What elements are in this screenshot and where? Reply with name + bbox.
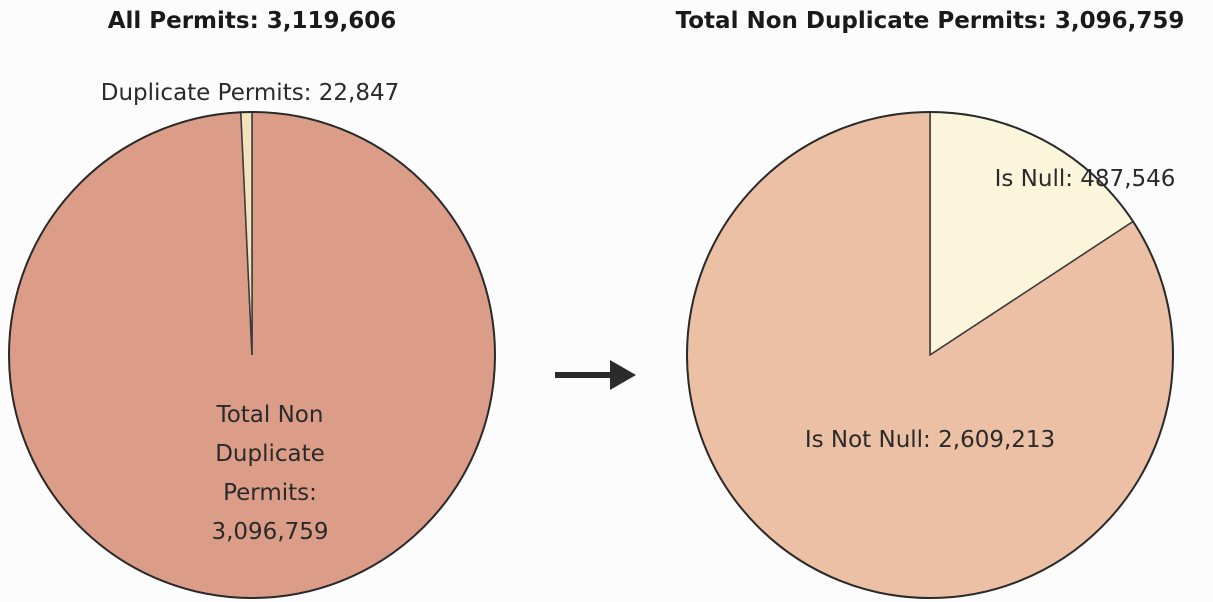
slice-label: Is Not Null: 2,609,213: [805, 421, 1055, 460]
slice-name: Is Not Null:: [804, 427, 931, 453]
chart-title: Total Non Duplicate Permits: 3,096,759: [675, 8, 1185, 34]
pie-outline: [8, 111, 496, 599]
slice-value: 2,609,213: [938, 427, 1056, 453]
chart-title: All Permits: 3,119,606: [107, 8, 397, 34]
slice-value: 3,096,759: [211, 519, 329, 545]
slice-label: Total Non Duplicate Permits: 3,096,759: [169, 396, 372, 552]
pie-outline: [686, 111, 1174, 599]
slice-name: Duplicate Permits:: [100, 80, 312, 106]
slice-label: Duplicate Permits: 22,847: [101, 74, 399, 113]
slice-name: Is Null:: [994, 166, 1073, 192]
slice-value: 487,546: [1080, 166, 1176, 192]
arrow: [555, 360, 636, 390]
slice-name: Total Non Duplicate Permits:: [215, 402, 325, 506]
slice-label: Is Null: 487,546: [995, 160, 1176, 199]
slice-value: 22,847: [318, 80, 400, 106]
